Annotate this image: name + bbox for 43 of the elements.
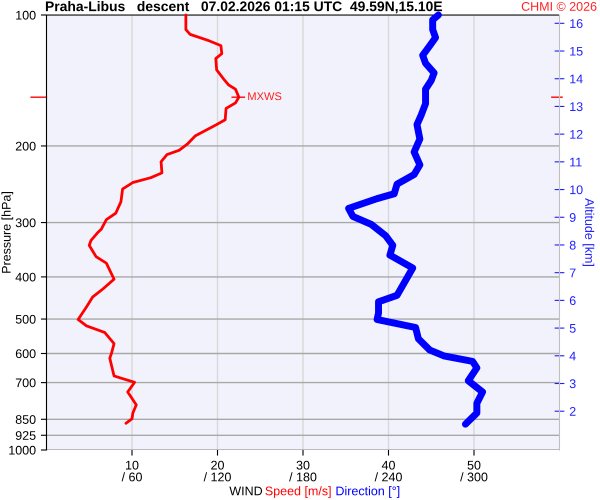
y-tick-label: 300 [16,218,36,228]
x-tick-label: 50 [468,460,480,470]
y2-tick-label: 15 [570,46,583,56]
text: CHMI © 2026 [522,2,596,11]
y-tick-label: 1000 [9,446,36,455]
x2-tick-label: / 180 [289,472,316,482]
y2-tick-label: 8 [570,240,576,250]
text: Speed [m/s] [265,486,331,498]
y2-tick-label: 11 [570,158,582,166]
y-tick-label: 500 [16,314,36,324]
x-tick-label: 30 [296,460,310,470]
y-tick-label: 200 [16,142,36,151]
y2-tick-label: 9 [570,213,576,222]
y2-tick-label: 12 [570,130,582,139]
x2-tick-label: / 120 [204,472,231,482]
y2-tick-label: 10 [570,185,583,194]
y2-tick-label: 5 [570,324,576,333]
y2-tick-label: 3 [570,379,576,388]
y-tick-label: 400 [16,272,36,282]
text: Direction [°] [336,486,400,498]
x-axis-title: WIND [229,486,262,496]
y-axis-title: Pressure [hPa] [2,192,14,273]
x-tick-label: 10 [126,460,138,470]
y2-axis-title: Altitude [km] [582,198,594,266]
y2-tick-label: 6 [570,296,576,306]
chart-title: Praha-Libus descent 07.02.2026 01:15 UTC 49.59N,15.10E [46,1,442,14]
y-tick-label: 100 [16,10,36,20]
y2-tick-label: 7 [570,268,576,278]
x-tick-label: 20 [211,460,224,470]
x2-tick-label: / 60 [122,472,142,482]
y2-tick-label: 13 [570,102,583,112]
y2-tick-label: 2 [570,407,576,416]
annotation: MXWS [248,92,282,100]
x2-tick-label: / 240 [374,472,402,482]
y2-tick-label: 16 [570,19,583,28]
y2-tick-label: 14 [570,74,583,84]
x2-tick-label: / 300 [460,472,488,482]
y-tick-label: 700 [16,378,36,388]
y2-tick-label: 4 [570,352,576,360]
y-tick-label: 600 [16,349,36,358]
x-tick-label: 40 [382,460,395,470]
y-tick-label: 850 [16,415,36,424]
y-tick-label: 925 [16,431,36,440]
